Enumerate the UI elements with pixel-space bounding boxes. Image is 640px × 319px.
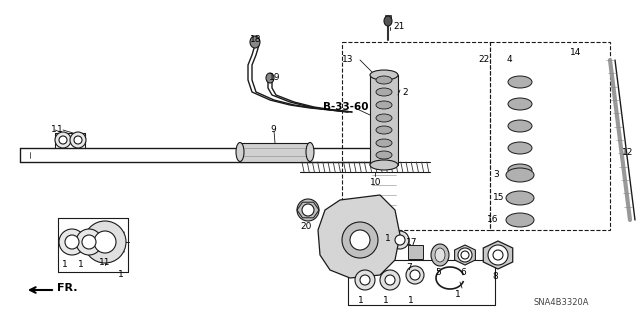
Circle shape <box>65 235 79 249</box>
Text: 1: 1 <box>62 260 68 269</box>
Text: 22: 22 <box>478 55 489 64</box>
Text: 1: 1 <box>385 234 391 243</box>
Text: 9: 9 <box>270 125 276 134</box>
Text: 10: 10 <box>370 178 381 187</box>
Ellipse shape <box>431 244 449 266</box>
Circle shape <box>410 270 420 280</box>
Polygon shape <box>318 195 400 278</box>
Text: 8: 8 <box>492 272 498 281</box>
Ellipse shape <box>508 120 532 132</box>
Text: 1: 1 <box>51 125 57 134</box>
Ellipse shape <box>250 36 260 48</box>
Text: 1: 1 <box>455 290 461 299</box>
Circle shape <box>82 235 96 249</box>
Ellipse shape <box>306 143 314 161</box>
Ellipse shape <box>376 139 392 147</box>
Ellipse shape <box>508 164 532 176</box>
Text: 15: 15 <box>493 193 504 202</box>
Circle shape <box>350 230 370 250</box>
Ellipse shape <box>506 213 534 227</box>
Circle shape <box>74 136 82 144</box>
Ellipse shape <box>266 73 274 83</box>
Polygon shape <box>454 245 476 265</box>
Text: FR.: FR. <box>57 283 77 293</box>
Ellipse shape <box>236 143 244 161</box>
Ellipse shape <box>370 70 398 80</box>
Text: SNA4B3320A: SNA4B3320A <box>533 298 589 307</box>
Circle shape <box>461 251 469 259</box>
Bar <box>490 42 610 230</box>
Text: 1: 1 <box>118 270 124 279</box>
Ellipse shape <box>435 248 445 262</box>
Ellipse shape <box>97 237 113 247</box>
Text: 13: 13 <box>342 55 353 64</box>
Text: 1: 1 <box>57 125 63 134</box>
Circle shape <box>380 270 400 290</box>
Circle shape <box>385 275 395 285</box>
Circle shape <box>76 229 102 255</box>
Bar <box>385 15 391 21</box>
Text: 19: 19 <box>269 73 280 82</box>
Ellipse shape <box>506 168 534 182</box>
Text: 7: 7 <box>406 263 412 272</box>
Text: 4: 4 <box>507 55 513 64</box>
Text: 21: 21 <box>393 22 404 31</box>
Ellipse shape <box>376 114 392 122</box>
Circle shape <box>70 132 86 148</box>
Text: 17: 17 <box>406 238 417 247</box>
Text: 5: 5 <box>435 268 441 277</box>
Circle shape <box>360 275 370 285</box>
Bar <box>408 245 423 259</box>
Text: 3: 3 <box>493 170 499 179</box>
Circle shape <box>55 132 71 148</box>
Circle shape <box>406 266 424 284</box>
Circle shape <box>297 199 319 221</box>
Text: 12: 12 <box>622 148 634 157</box>
Circle shape <box>395 235 405 245</box>
Ellipse shape <box>370 160 398 170</box>
Text: 1: 1 <box>78 260 84 269</box>
Ellipse shape <box>508 98 532 110</box>
Text: 1: 1 <box>408 296 413 305</box>
Text: 6: 6 <box>460 268 466 277</box>
Circle shape <box>488 245 508 265</box>
Ellipse shape <box>376 76 392 84</box>
Polygon shape <box>483 241 513 269</box>
Circle shape <box>493 250 503 260</box>
Text: 11: 11 <box>99 258 111 267</box>
Bar <box>240 143 310 162</box>
Ellipse shape <box>508 76 532 88</box>
Text: 1: 1 <box>383 296 388 305</box>
Ellipse shape <box>376 101 392 109</box>
Text: 20: 20 <box>300 222 312 231</box>
Text: 16: 16 <box>487 215 499 224</box>
Ellipse shape <box>376 151 392 159</box>
Ellipse shape <box>376 88 392 96</box>
Circle shape <box>355 270 375 290</box>
Circle shape <box>342 222 378 258</box>
Bar <box>370 75 398 165</box>
Text: B-33-60: B-33-60 <box>323 102 369 112</box>
Circle shape <box>59 136 67 144</box>
Text: 2: 2 <box>402 88 408 97</box>
Ellipse shape <box>376 126 392 134</box>
Text: 18: 18 <box>250 35 262 44</box>
Circle shape <box>302 204 314 216</box>
Circle shape <box>59 229 85 255</box>
Circle shape <box>458 248 472 262</box>
Circle shape <box>94 231 116 253</box>
Ellipse shape <box>508 142 532 154</box>
Bar <box>342 42 490 230</box>
Text: 14: 14 <box>570 48 581 57</box>
Ellipse shape <box>506 191 534 205</box>
Ellipse shape <box>384 16 392 26</box>
Text: 1: 1 <box>358 296 364 305</box>
Circle shape <box>84 221 126 263</box>
Circle shape <box>391 231 409 249</box>
